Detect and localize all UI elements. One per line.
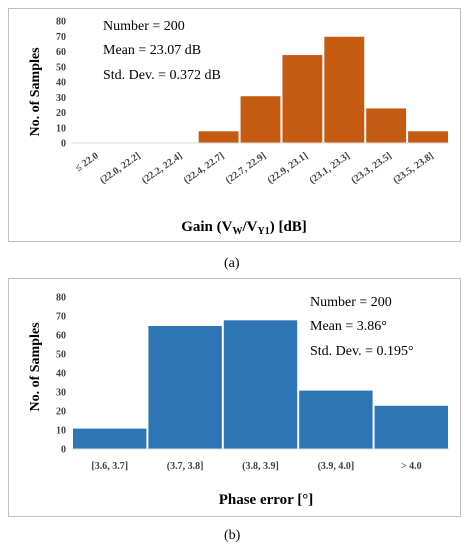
- chart-a-bar-7: [365, 107, 408, 144]
- chart-b-annotation-mean: Mean = 3.86°: [310, 319, 387, 334]
- chart-a-ytick-2: 20: [56, 108, 66, 119]
- chart-b-xtick-2: (3.8, 3.9]: [242, 461, 279, 472]
- chart-b-xtick-3: (3.9, 4.0]: [318, 461, 355, 472]
- chart-b-ytick-8: 80: [56, 293, 66, 304]
- chart-a-ytick-4: 40: [56, 78, 66, 89]
- chart-b-bar-0: [72, 427, 148, 450]
- chart-a-xtick-5: (22.9, 23.1]: [266, 150, 311, 186]
- chart-b-ytick-1: 10: [56, 426, 66, 437]
- chart-a-xtick-3: (22.4, 22.7]: [182, 150, 227, 186]
- chart-b-ytick-0: 0: [61, 445, 66, 456]
- chart-a-annotation-number: Number = 200: [103, 19, 185, 34]
- chart-b-ytick-3: 30: [56, 388, 66, 399]
- chart-a-panel: No. of Samples Gain (VW/VY1) [dB] Number…: [8, 8, 461, 242]
- chart-b-xtick-4: > 4.0: [401, 461, 422, 472]
- chart-b-bar-3: [298, 389, 374, 450]
- chart-a-xtick-6: (23.1, 23.3]: [307, 150, 352, 186]
- chart-b-ytick-5: 50: [56, 350, 66, 361]
- chart-b-ytick-6: 60: [56, 331, 66, 342]
- chart-a-bar-3: [197, 130, 240, 144]
- panel-label-b: (b): [224, 528, 241, 543]
- chart-a-ylabel: No. of Samples: [28, 47, 43, 137]
- chart-a-ytick-1: 10: [56, 123, 66, 134]
- chart-b-bar-4: [373, 404, 450, 450]
- chart-a-annotation-mean: Mean = 23.07 dB: [103, 43, 201, 58]
- chart-a-ytick-6: 60: [56, 47, 66, 58]
- chart-b-ylabel: No. of Samples: [28, 322, 43, 412]
- chart-a-xlabel: Gain (VW/VY1) [dB]: [181, 219, 307, 237]
- chart-a-ytick-0: 0: [61, 139, 66, 150]
- chart-b-ytick-2: 20: [56, 407, 66, 418]
- chart-a-bar-5: [281, 54, 324, 144]
- chart-a-xtick-2: (22.2, 22.4]: [140, 150, 185, 186]
- chart-a-xtick-7: (23.3, 23.5]: [349, 150, 394, 186]
- chart-a-xtick-8: (23.5, 23.8]: [391, 150, 436, 186]
- chart-a-bar-6: [323, 35, 366, 144]
- chart-b-ytick-4: 40: [56, 369, 66, 380]
- panel-label-a: (a): [224, 256, 240, 271]
- chart-a-annotation-stddev: Std. Dev. = 0.372 dB: [103, 68, 221, 83]
- chart-a-xtick-0: ≤ 22.0: [73, 150, 100, 174]
- chart-b-panel: No. of Samples Phase error [°] Number = …: [8, 278, 461, 517]
- chart-a-xtick-4: (22.7, 22.9]: [224, 150, 269, 186]
- chart-b-xlabel: Phase error [°]: [219, 492, 314, 508]
- chart-a-xtick-1: (22.0, 22.2]: [98, 150, 143, 186]
- chart-b-annotation-number: Number = 200: [310, 295, 392, 310]
- chart-a-ytick-8: 80: [56, 17, 66, 28]
- chart-b-xtick-1: (3.7, 3.8]: [167, 461, 204, 472]
- chart-b-svg: No. of Samples Phase error [°] Number = …: [28, 293, 450, 508]
- chart-b-ytick-7: 70: [56, 312, 66, 323]
- chart-b-bar-2: [222, 319, 299, 450]
- chart-a-bar-4: [239, 95, 282, 144]
- chart-a-ytick-7: 70: [56, 32, 66, 43]
- chart-b-annotation-stddev: Std. Dev. = 0.195°: [310, 344, 414, 359]
- chart-a-ytick-5: 50: [56, 62, 66, 73]
- chart-b-xtick-0: [3.6, 3.7]: [91, 461, 128, 472]
- chart-a-ytick-3: 30: [56, 93, 66, 104]
- chart-a-svg: No. of Samples Gain (VW/VY1) [dB] Number…: [28, 17, 450, 237]
- chart-b-bar-1: [147, 325, 223, 450]
- chart-a-bar-8: [407, 130, 450, 144]
